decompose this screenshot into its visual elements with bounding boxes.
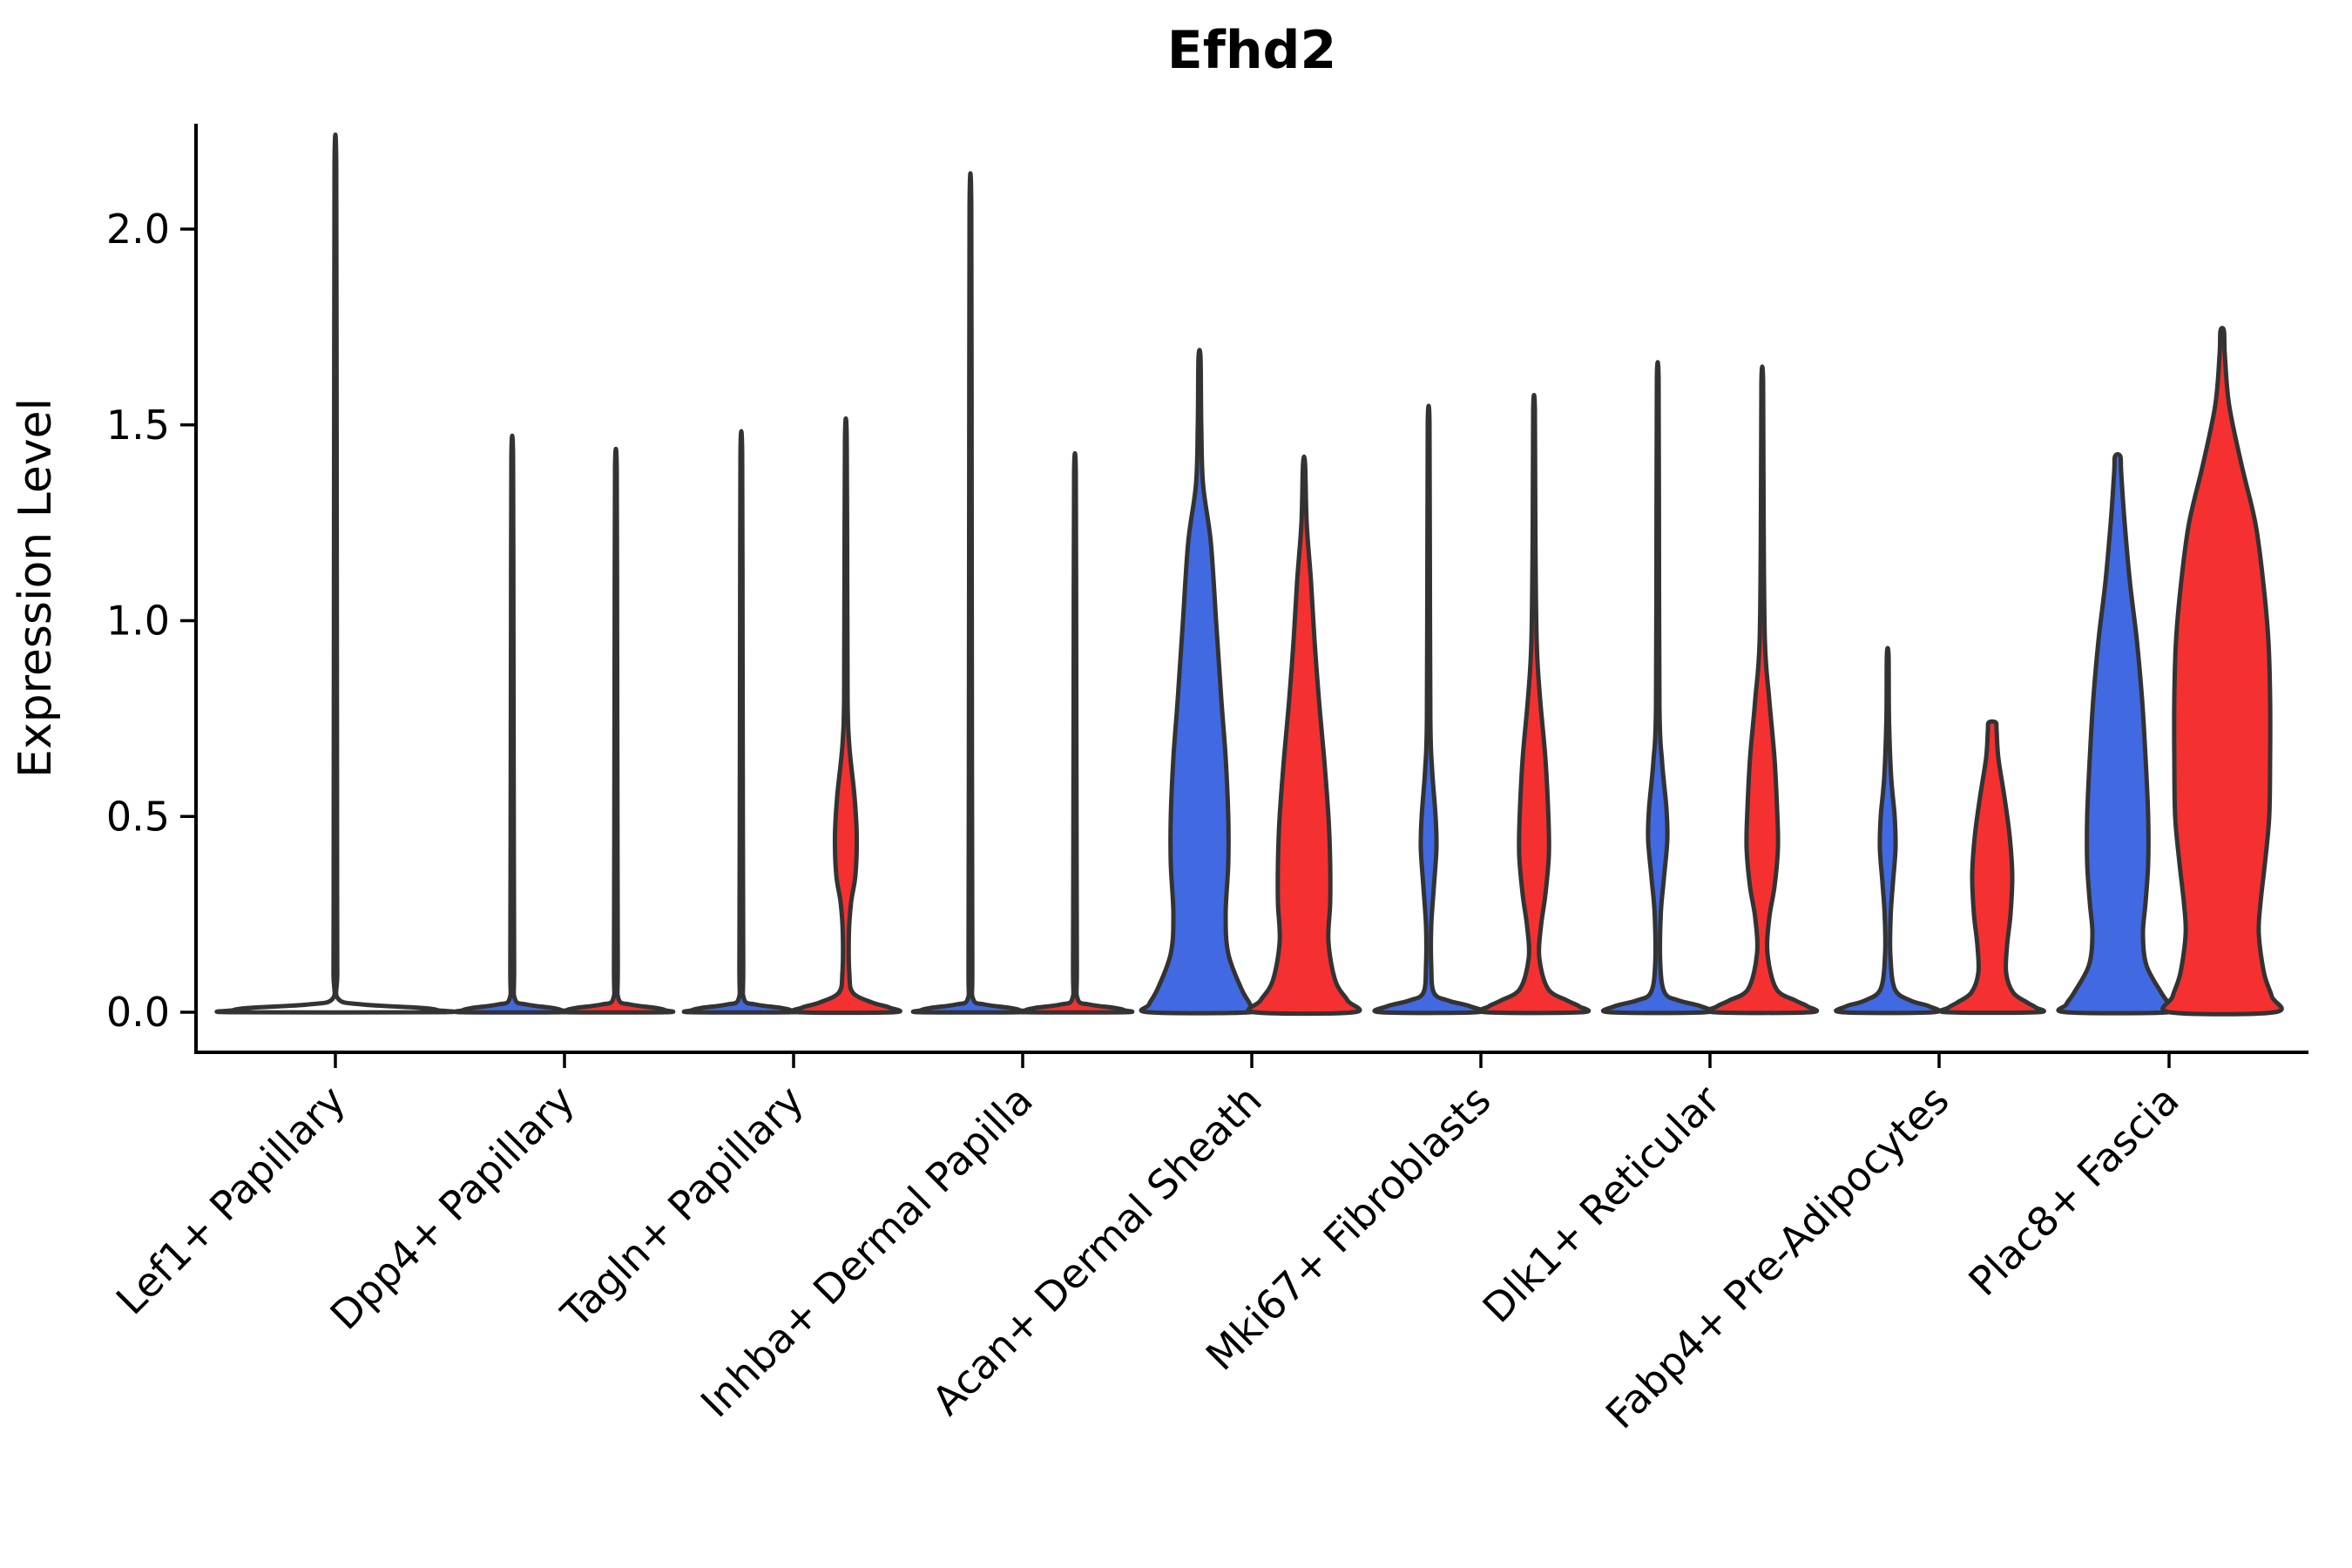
violin-fabp4-pre-adipocytes-blue: [1834, 645, 1942, 1016]
violins-layer: [214, 132, 2284, 1017]
violin-inhba-dermal-papilla-blue: [910, 171, 1031, 1015]
y-tick-label: 0.5: [106, 793, 170, 840]
violin-dpp4-papillary-red: [556, 446, 676, 1015]
violin-tagln-papillary-blue: [681, 429, 801, 1015]
x-tick-label-dlk1-reticular: Dlk1+ Reticular: [1474, 1077, 1729, 1332]
violin-lef1-papillary-single: [214, 132, 456, 1015]
violin-tagln-papillary-red: [789, 416, 902, 1016]
y-tick-label: 1.0: [106, 598, 170, 645]
y-tick-label: 0.0: [106, 989, 170, 1036]
y-tick-label: 2.0: [106, 206, 170, 253]
violin-mki67-fibroblasts-red: [1477, 392, 1592, 1016]
violin-acan-dermal-sheath-blue: [1139, 348, 1260, 1016]
violin-fabp4-pre-adipocytes-red: [1938, 719, 2046, 1016]
violin-inhba-dermal-papilla-red: [1015, 450, 1135, 1015]
violin-acan-dermal-sheath-red: [1246, 454, 1362, 1017]
x-tick-label-plac8-fascia: Plac8+ Fascia: [1959, 1077, 2187, 1305]
x-tick-label-dpp4-papillary: Dpp4+ Papillary: [321, 1077, 584, 1339]
y-tick-label: 1.5: [106, 402, 170, 449]
violin-mki67-fibroblasts-blue: [1372, 403, 1485, 1016]
violin-dlk1-reticular-red: [1705, 364, 1820, 1016]
x-tick-label-lef1-papillary: Lef1+ Papillary: [107, 1077, 355, 1324]
violin-dpp4-papillary-blue: [452, 433, 572, 1015]
y-axis-label: Expression Level: [10, 398, 62, 778]
violin-plac8-fascia-blue: [2056, 451, 2180, 1016]
violin-dlk1-reticular-blue: [1601, 360, 1714, 1016]
violin-plac8-fascia-red: [2160, 326, 2284, 1017]
chart-title: Efhd2: [1167, 20, 1337, 81]
x-tick-label-tagln-papillary: Tagln+ Papillary: [551, 1077, 813, 1338]
